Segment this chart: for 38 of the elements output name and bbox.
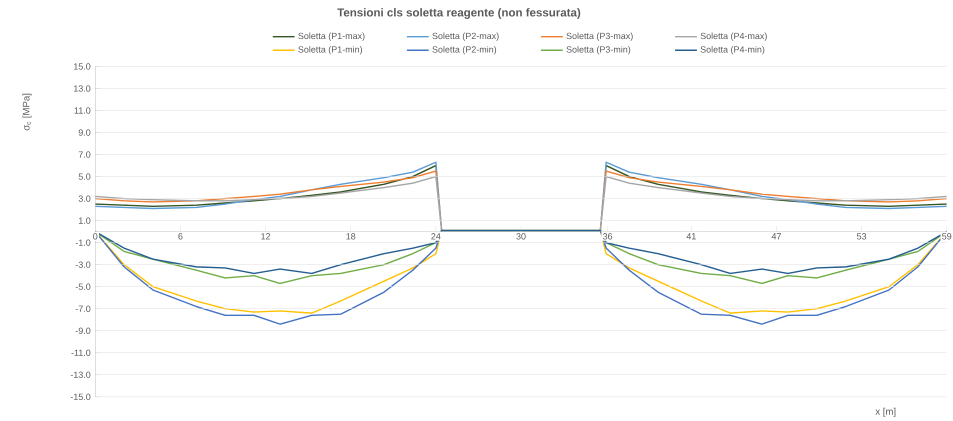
y-tick-label: -13.0: [70, 372, 90, 378]
y-tick-label: -15.0: [70, 394, 90, 400]
y-tick-label: -3.0: [76, 262, 90, 268]
y-tick-label: -7.0: [76, 306, 90, 312]
x-tick-label: 18: [346, 233, 356, 240]
chart-title: Tensioni cls soletta reagente (non fessurata): [337, 8, 580, 19]
y-tick-label: -5.0: [76, 284, 90, 290]
y-tick-label: -9.0: [76, 328, 90, 334]
y-axis-title: σ$_{c}$ [MPa]: [22, 94, 32, 130]
legend-label: Soletta (P1-max): [298, 32, 365, 41]
y-tick-label: 5.0: [78, 173, 90, 180]
y-tick-label: 3.0: [78, 195, 90, 202]
x-tick-label: 6: [178, 233, 182, 240]
y-tick-label: 9.0: [78, 129, 90, 136]
legend-label: Soletta (P4-max): [700, 32, 767, 41]
legend-label: Soletta (P2-max): [432, 32, 499, 41]
y-tick-label: -11.0: [71, 350, 90, 356]
legend-label: Soletta (P3-max): [566, 32, 633, 41]
x-tick-label: 59: [942, 233, 952, 240]
y-tick-label: 13.0: [74, 85, 90, 92]
x-tick-label: 53: [856, 233, 866, 240]
x-tick-label: 47: [772, 233, 781, 240]
x-tick-label: 41: [686, 233, 696, 240]
x-tick-label: 30: [516, 233, 526, 240]
x-tick-label: 36: [602, 233, 612, 240]
y-tick-label: -1.0: [76, 239, 90, 246]
legend-label: Soletta (P1-min): [298, 46, 362, 54]
y-tick-label: 7.0: [78, 151, 90, 158]
legend-label: Soletta (P2-min): [432, 46, 496, 54]
legend-label: Soletta (P4-min): [700, 46, 764, 54]
x-tick-label: 12: [261, 233, 270, 240]
y-tick-label: 11.0: [74, 107, 90, 114]
y-tick-label: 15.0: [74, 63, 90, 70]
x-tick-label: 24: [431, 233, 441, 240]
y-tick-label: 1.0: [78, 217, 90, 224]
x-tick-label: 0: [93, 233, 98, 240]
legend-label: Soletta (P3-min): [566, 46, 630, 54]
x-axis-title: x [m]: [875, 408, 896, 417]
